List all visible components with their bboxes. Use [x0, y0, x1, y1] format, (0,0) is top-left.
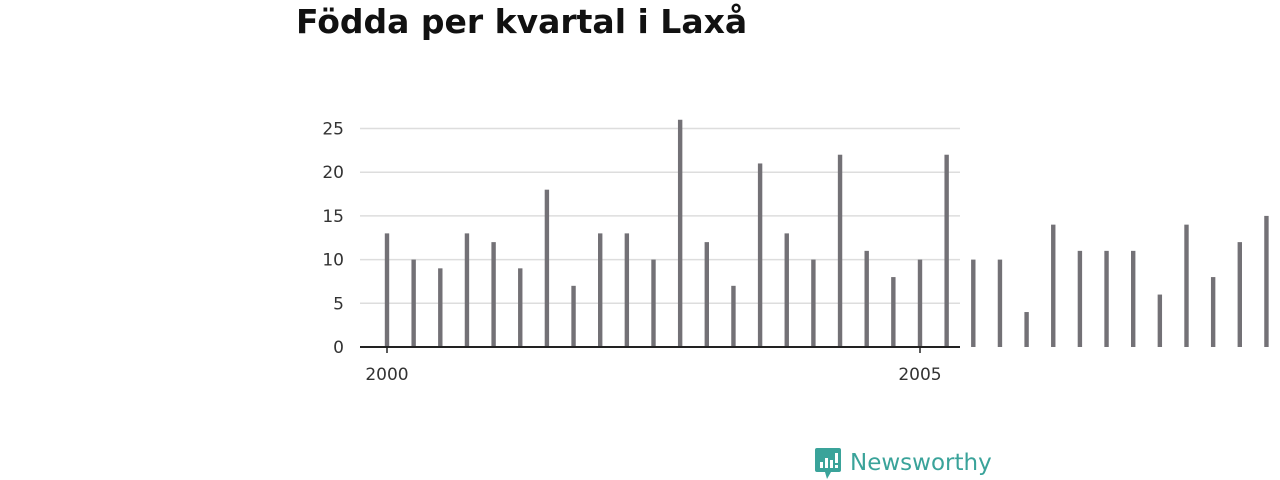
bar: [784, 233, 789, 347]
y-tick-label: 20: [322, 163, 344, 183]
bar: [944, 154, 949, 347]
bar: [917, 259, 923, 347]
y-tick-label: 5: [333, 294, 344, 314]
bar: [464, 233, 470, 347]
bar: [864, 250, 869, 347]
x-tick-label: 2005: [898, 365, 941, 385]
bar: [1024, 312, 1029, 347]
y-tick-label: 10: [322, 251, 344, 271]
bar: [971, 259, 976, 347]
bar: [677, 119, 683, 347]
x-tick-label: 2000: [365, 365, 408, 385]
gridlines: [360, 127, 960, 305]
bar: [598, 233, 603, 347]
bar: [1157, 294, 1163, 347]
chart-title: Födda per kvartal i Laxå: [296, 2, 748, 41]
y-tick-label: 0: [333, 338, 344, 358]
bar: [891, 277, 896, 347]
bar: [491, 242, 496, 347]
bar: [837, 154, 843, 347]
newsworthy-brand[interactable]: Newsworthy: [814, 446, 992, 480]
bar: [624, 233, 630, 347]
bar: [1237, 242, 1242, 347]
bars: [384, 119, 1269, 347]
brand-name: Newsworthy: [850, 450, 992, 476]
bar: [571, 285, 576, 347]
bar: [731, 285, 736, 347]
y-tick-label: 25: [322, 120, 344, 140]
bar: [518, 268, 523, 347]
bar: [384, 233, 390, 347]
bar: [651, 259, 656, 347]
y-axis: 0 5 10 15 20 25: [322, 120, 344, 359]
newsworthy-logo-icon: [815, 448, 841, 479]
bar: [997, 259, 1003, 347]
bar: [1131, 250, 1136, 347]
bar: [1051, 224, 1056, 347]
bar: [1184, 224, 1189, 347]
bar: [1104, 250, 1109, 347]
bar: [1077, 250, 1083, 347]
bar: [438, 268, 443, 347]
bar: [1264, 215, 1269, 347]
y-tick-label: 15: [322, 207, 344, 227]
x-axis: 200020052010201520202025: [360, 346, 960, 385]
bar: [544, 189, 550, 347]
bar: [811, 259, 816, 347]
bar: [757, 163, 763, 347]
bar: [1210, 277, 1216, 347]
bar: [411, 259, 416, 347]
bar: [704, 242, 709, 347]
